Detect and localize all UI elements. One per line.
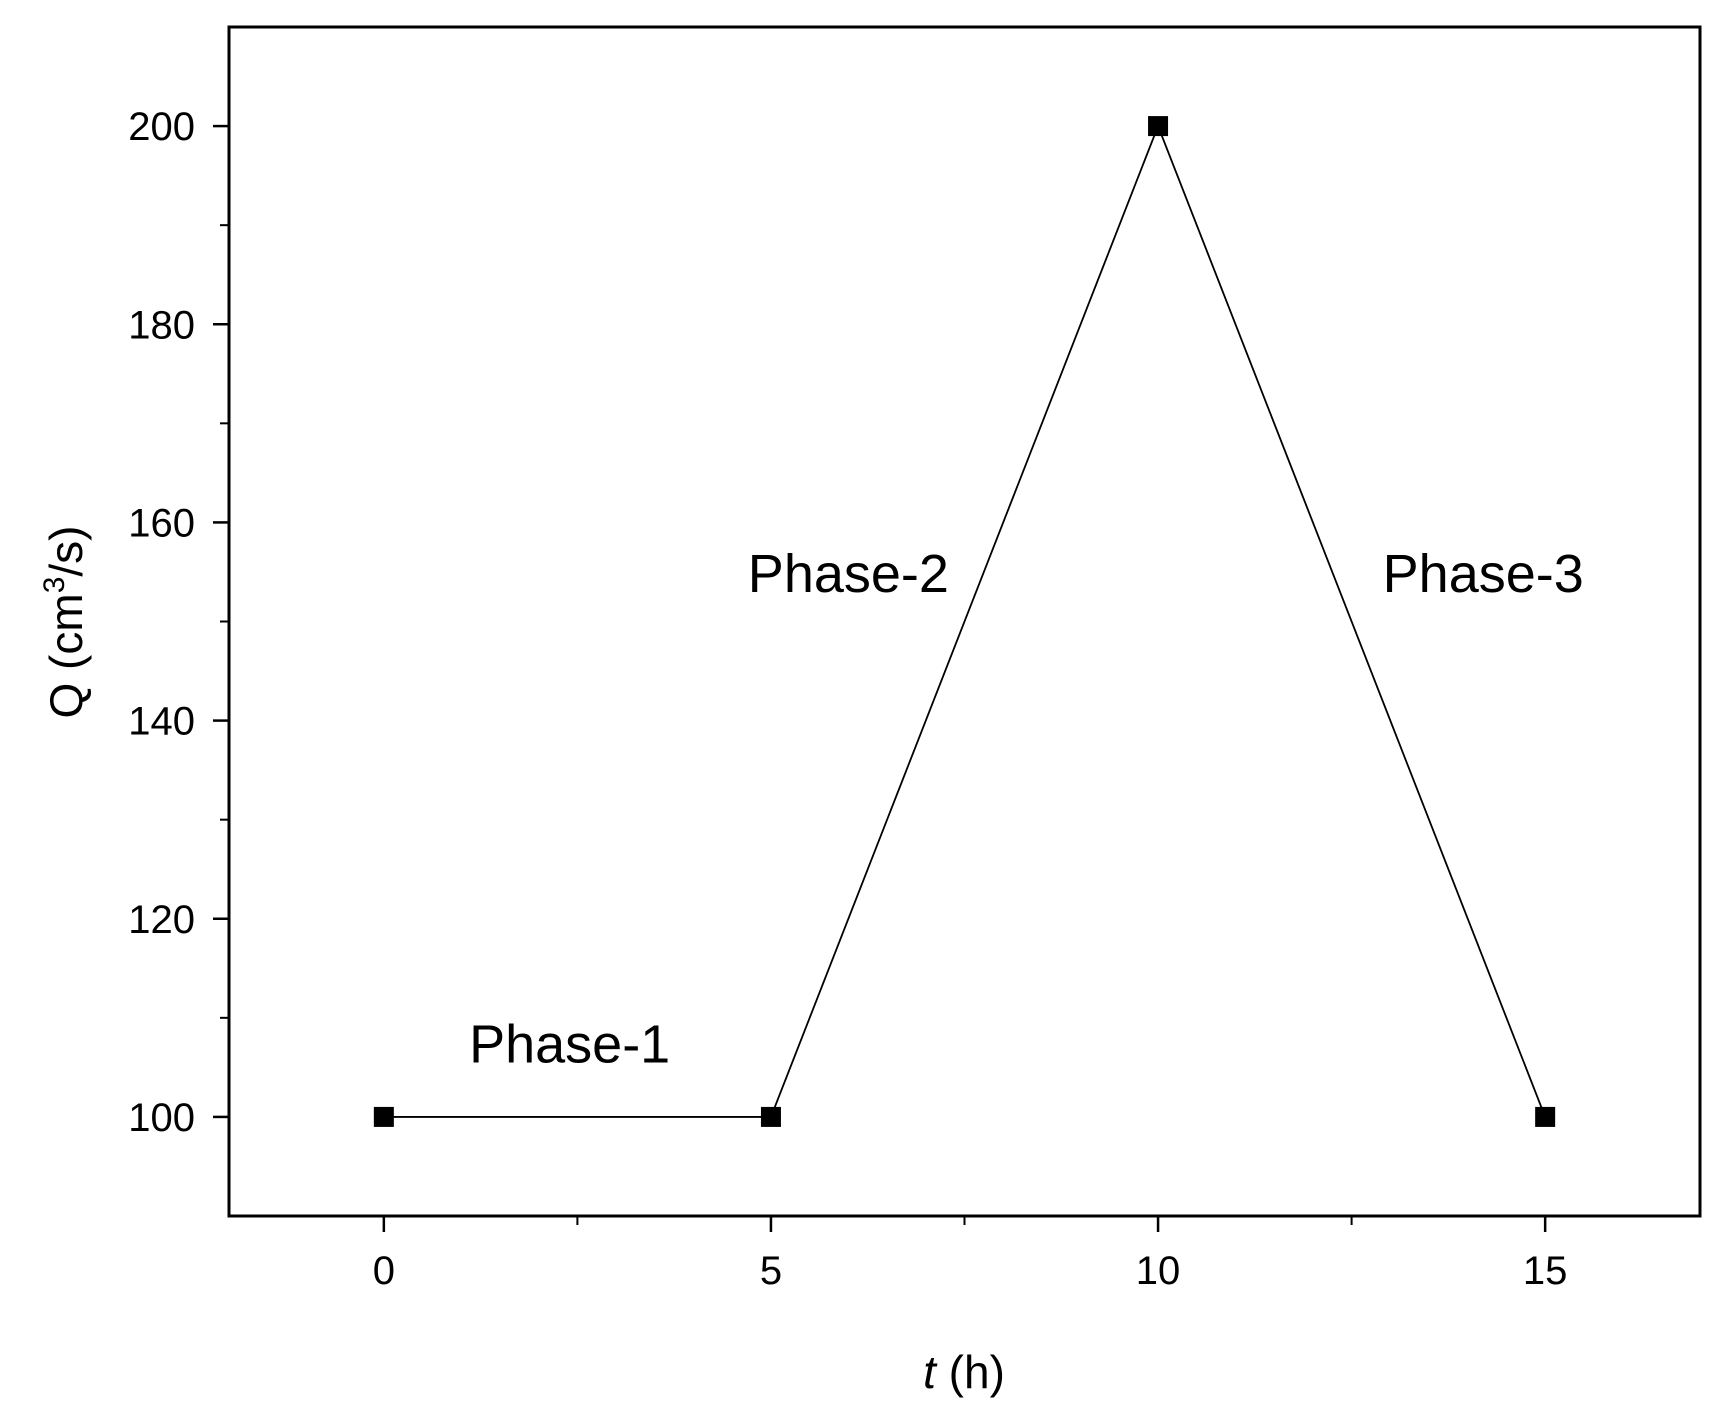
y-tick-label: 100	[128, 1096, 195, 1140]
phase-label: Phase-3	[1383, 544, 1584, 604]
y-axis-title-superscript: 3	[38, 577, 71, 594]
y-tick-label: 160	[128, 501, 195, 545]
y-tick-label: 140	[128, 700, 195, 744]
x-tick-label: 0	[373, 1249, 395, 1293]
x-tick-label: 10	[1136, 1249, 1181, 1293]
y-tick-label: 120	[128, 898, 195, 942]
y-tick-label: 200	[128, 105, 195, 149]
x-tick-label: 15	[1523, 1249, 1568, 1293]
y-axis-title-prefix: Q (cm	[40, 593, 92, 718]
y-tick-label: 180	[128, 303, 195, 347]
data-point-marker	[760, 1106, 781, 1127]
data-series	[373, 116, 1556, 1127]
tick-labels: 0 5 10 15 100 120 140 160 180 200	[128, 105, 1567, 1293]
data-point-marker	[1535, 1106, 1556, 1127]
x-tick-label: 5	[760, 1249, 782, 1293]
x-axis-variable: t	[923, 1346, 938, 1398]
axis-ticks	[213, 124, 1547, 1232]
y-axis-title: Q (cm3/s)	[38, 526, 92, 719]
phase-annotations: Phase-1 Phase-2 Phase-3	[469, 544, 1584, 1075]
phase-label: Phase-2	[748, 544, 949, 604]
data-point-marker	[1148, 116, 1169, 137]
data-point-marker	[373, 1106, 394, 1127]
x-axis-unit: (h)	[936, 1346, 1005, 1398]
x-axis-title: t (h)	[923, 1346, 1005, 1398]
y-axis-title-suffix: /s)	[40, 526, 92, 577]
series-line	[383, 123, 1546, 1118]
phase-label: Phase-1	[469, 1014, 670, 1074]
